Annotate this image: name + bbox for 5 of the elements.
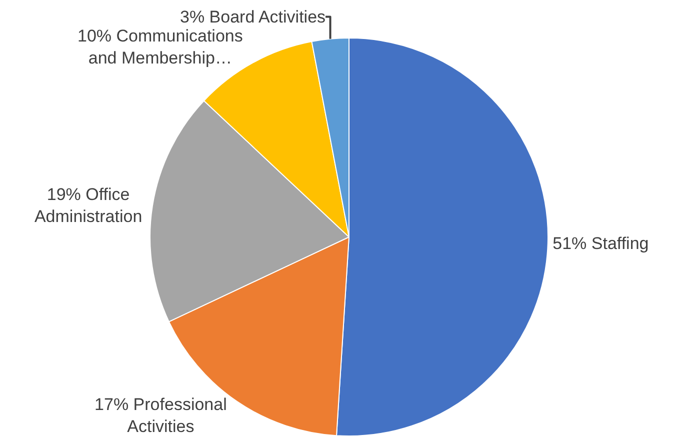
slice-label: 3% Board Activities [180, 7, 326, 26]
slice-label: 19% Office Administration [34, 184, 142, 226]
slice-label: 17% Professional Activities [94, 395, 227, 436]
slice-label: 51% Staffing [552, 234, 649, 253]
slice-label: 10% Communications and Membership… [77, 26, 243, 68]
